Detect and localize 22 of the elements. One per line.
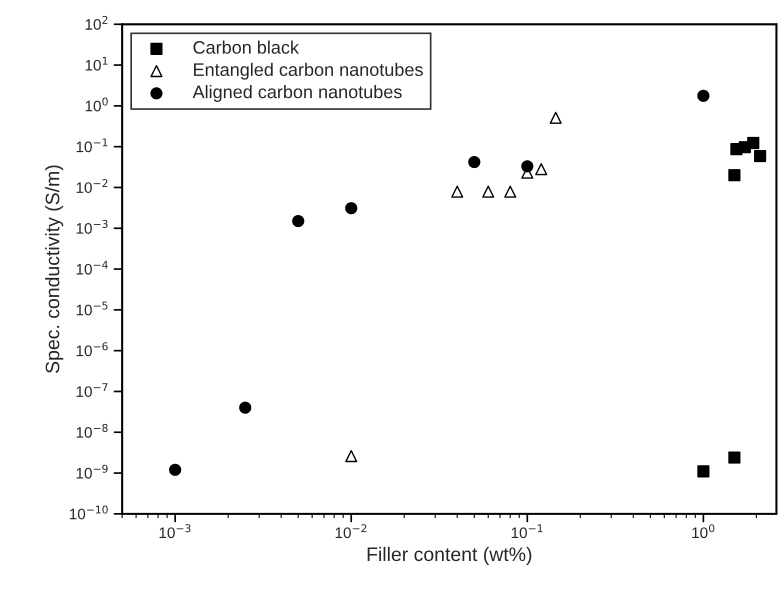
y-tick-label: 10$^{−1}$: [76, 138, 108, 152]
y-tick-label: 10$^{0}$: [86, 98, 108, 112]
y-tick-label: 10$^{−8}$: [76, 424, 108, 438]
x-tick-label: 10$^{−3}$: [160, 524, 190, 538]
y-tick-label: 10$^{1}$: [86, 56, 108, 71]
y-tick-label: 10$^{−6}$: [76, 342, 108, 356]
y-tick-label: 10$^{−5}$: [76, 302, 108, 316]
y-tick-label: 10$^{−3}$: [76, 220, 108, 234]
x-tick-label: 10$^{−2}$: [336, 524, 366, 538]
x-tick-label: 10$^{−1}$: [512, 524, 542, 538]
legend-label: Aligned carbon nanotubes: [192, 85, 402, 102]
y-tick-label: 10$^{−9}$: [76, 464, 108, 479]
y-tick-label: 10$^{−7}$: [76, 383, 108, 398]
y-axis-title: Spec. conductivity (S/m): [45, 165, 64, 373]
y-tick-label: 10$^{−2}$: [76, 179, 108, 194]
x-axis-title: Filler content (wt%): [368, 546, 532, 565]
y-tick-label: 10$^{2}$: [86, 16, 108, 30]
legend-label: Carbon black: [193, 40, 299, 54]
legend-label: Entangled carbon nanotubes: [194, 62, 423, 80]
y-tick-label: 10$^{−10}$: [70, 505, 108, 520]
x-tick-label: 10$^{0}$: [692, 524, 714, 538]
y-tick-label: 10$^{−4}$: [76, 260, 108, 275]
